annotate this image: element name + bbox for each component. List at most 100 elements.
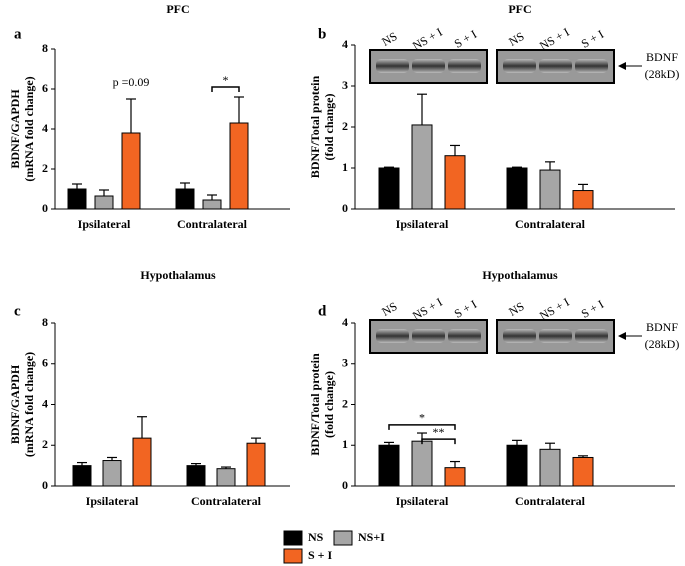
y-axis-label: (fold change) bbox=[322, 94, 336, 161]
bar bbox=[572, 190, 594, 210]
chart-title: Hypothalamus bbox=[482, 268, 558, 282]
y-tick-label: 6 bbox=[42, 356, 48, 370]
annotation: * bbox=[223, 73, 229, 87]
bar bbox=[216, 468, 236, 487]
y-tick-label: 8 bbox=[42, 315, 48, 329]
y-tick-label: 0 bbox=[342, 201, 348, 215]
chart-title: PFC bbox=[508, 2, 531, 16]
blot-lane-label: NS + I bbox=[410, 295, 445, 323]
y-tick-label: 1 bbox=[342, 160, 348, 174]
blot-lane-label: S + I bbox=[579, 27, 606, 51]
y-tick-label: 2 bbox=[342, 119, 348, 133]
blot-lane-label: NS bbox=[506, 29, 526, 49]
y-axis-label: (mRNA fold change) bbox=[22, 76, 36, 181]
chart-title: Hypothalamus bbox=[140, 268, 216, 282]
panel-letter: c bbox=[14, 303, 21, 319]
bar bbox=[94, 195, 114, 210]
chart-title: PFC bbox=[166, 2, 189, 16]
y-tick-label: 4 bbox=[42, 121, 48, 135]
blot-lane-label: S + I bbox=[452, 27, 479, 51]
annotation: * bbox=[419, 411, 425, 425]
bar bbox=[411, 124, 433, 210]
bar bbox=[539, 448, 561, 487]
x-tick-label: Ipsilateral bbox=[78, 217, 131, 231]
panel-letter: b bbox=[318, 26, 326, 42]
y-tick-label: 3 bbox=[342, 356, 348, 370]
bar bbox=[229, 122, 249, 210]
blot-lane-label: NS + I bbox=[410, 25, 445, 53]
band-label: (28kD) bbox=[645, 337, 680, 351]
blot-lane-label: NS bbox=[506, 299, 526, 319]
blot-band bbox=[575, 329, 608, 343]
y-axis-label: BDNF/GAPDH bbox=[8, 89, 22, 169]
y-tick-label: 4 bbox=[342, 37, 348, 51]
panel-letter: d bbox=[318, 303, 327, 319]
bar bbox=[132, 437, 152, 487]
significance-bracket bbox=[388, 424, 456, 430]
bar bbox=[411, 440, 433, 487]
y-tick-label: 4 bbox=[342, 315, 348, 329]
bar bbox=[72, 465, 92, 487]
y-axis-label: BDNF/GAPDH bbox=[8, 364, 22, 444]
blot-lane-label: NS bbox=[379, 29, 399, 49]
y-axis-label: BDNF/Total protein bbox=[308, 76, 322, 179]
bar bbox=[102, 460, 122, 487]
panel-letter: a bbox=[14, 26, 22, 42]
y-tick-label: 4 bbox=[42, 396, 48, 410]
bar bbox=[378, 444, 400, 487]
blot-band bbox=[412, 329, 445, 343]
bar bbox=[506, 167, 528, 210]
legend-label: NS bbox=[308, 530, 324, 544]
blot-band bbox=[448, 59, 481, 73]
y-tick-label: 0 bbox=[342, 478, 348, 492]
significance-bracket bbox=[211, 86, 240, 92]
y-tick-label: 0 bbox=[42, 201, 48, 215]
y-tick-label: 3 bbox=[342, 78, 348, 92]
blot-band bbox=[503, 329, 536, 343]
blot-lane-label: NS + I bbox=[537, 25, 572, 53]
y-tick-label: 2 bbox=[342, 396, 348, 410]
bar bbox=[67, 188, 87, 210]
legend-label: S + I bbox=[308, 548, 333, 562]
y-tick-label: 6 bbox=[42, 81, 48, 95]
blot-lane-label: NS + I bbox=[537, 295, 572, 323]
band-label: BDNF bbox=[646, 50, 678, 64]
y-tick-label: 1 bbox=[342, 437, 348, 451]
y-tick-label: 8 bbox=[42, 41, 48, 55]
significance-bracket bbox=[421, 438, 456, 445]
blot-band bbox=[575, 59, 608, 73]
legend-swatch bbox=[283, 548, 303, 564]
blot-band bbox=[376, 59, 409, 73]
legend-swatch bbox=[283, 530, 303, 546]
bar bbox=[186, 465, 206, 487]
blot-lane-label: S + I bbox=[579, 297, 606, 321]
band-label: BDNF bbox=[646, 320, 678, 334]
y-axis-label: (fold change) bbox=[322, 371, 336, 438]
blot-band bbox=[539, 329, 572, 343]
legend-swatch bbox=[333, 530, 353, 546]
blot-band bbox=[376, 329, 409, 343]
bar bbox=[572, 456, 594, 487]
x-tick-label: Ipsilateral bbox=[86, 494, 139, 508]
annotation: p =0.09 bbox=[113, 75, 150, 89]
bar bbox=[202, 199, 222, 210]
bar bbox=[121, 132, 141, 210]
x-tick-label: Contralateral bbox=[177, 217, 248, 231]
blot-band bbox=[448, 329, 481, 343]
annotation: ** bbox=[433, 425, 445, 439]
blot-band bbox=[503, 59, 536, 73]
bar bbox=[539, 169, 561, 210]
bar bbox=[506, 444, 528, 487]
bar bbox=[444, 467, 466, 487]
y-tick-label: 2 bbox=[42, 437, 48, 451]
legend-label: NS+I bbox=[358, 530, 385, 544]
blot-band bbox=[539, 59, 572, 73]
x-tick-label: Ipsilateral bbox=[396, 217, 449, 231]
x-tick-label: Contralateral bbox=[515, 217, 586, 231]
blot-lane-label: NS bbox=[379, 299, 399, 319]
bar bbox=[444, 155, 466, 210]
y-tick-label: 2 bbox=[42, 161, 48, 175]
y-axis-label: (mRNA fold change) bbox=[22, 352, 36, 457]
x-tick-label: Contralateral bbox=[515, 494, 586, 508]
